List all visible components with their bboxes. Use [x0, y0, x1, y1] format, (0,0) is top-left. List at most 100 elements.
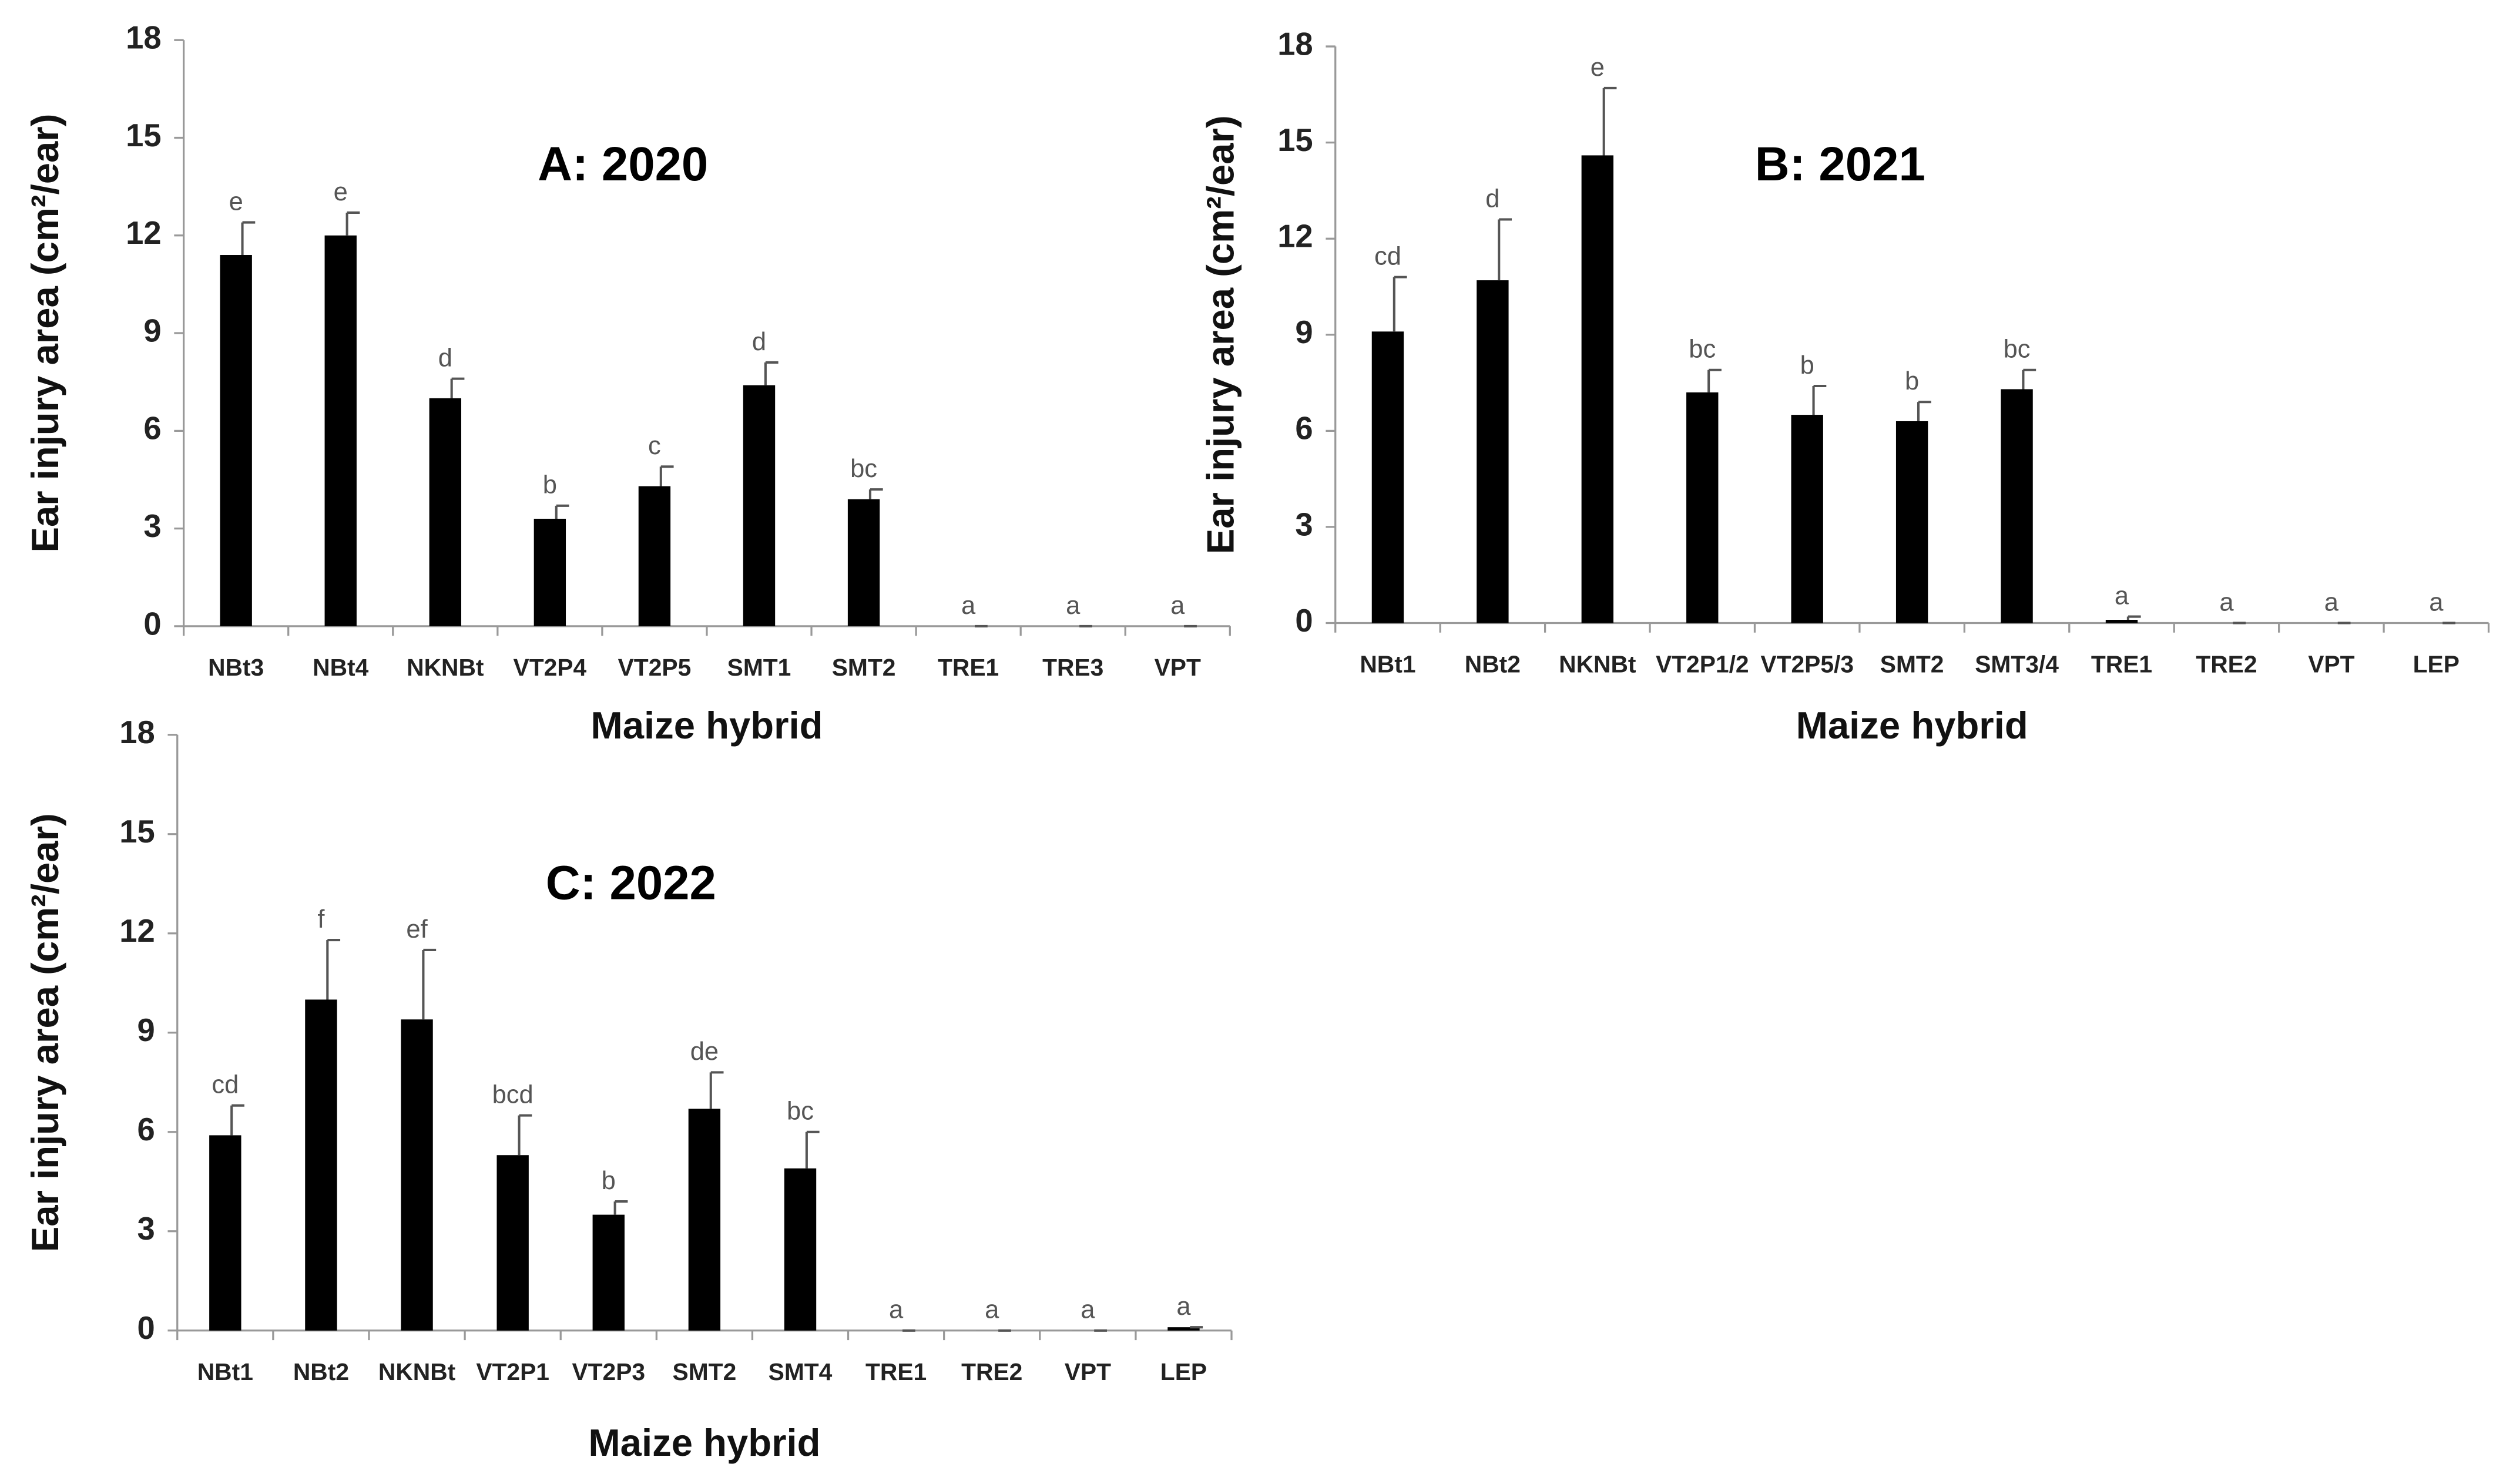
error-bar	[1602, 86, 1617, 156]
y-tick-label: 9	[1295, 314, 1313, 350]
x-tick-label: LEP	[1160, 1358, 1207, 1385]
y-axis-label: Ear injury area (cm²/ear)	[24, 114, 66, 553]
bar	[2001, 389, 2033, 623]
significance-letter: b	[602, 1167, 616, 1195]
error-bar	[1707, 368, 1722, 392]
x-tick-label: VPT	[1155, 654, 1201, 681]
x-tick-label: SMT1	[727, 654, 791, 681]
x-tick-label: VT2P3	[572, 1358, 645, 1385]
bar	[1895, 421, 1928, 623]
error-bar	[764, 361, 779, 385]
bar	[429, 398, 461, 626]
x-tick-label: VT2P5/3	[1760, 651, 1854, 678]
bar	[688, 1109, 721, 1331]
x-axis-label: Maize hybrid	[1796, 704, 2028, 747]
significance-letter: b	[543, 471, 557, 499]
x-tick-label: LEP	[2413, 651, 2460, 678]
significance-letter: a	[1081, 1296, 1095, 1324]
y-tick-label: 6	[137, 1112, 155, 1147]
significance-letter: a	[2429, 588, 2444, 616]
y-tick-label: 0	[137, 1310, 155, 1346]
significance-letter: d	[438, 344, 452, 372]
significance-letter: a	[2219, 588, 2234, 616]
y-axis-label: Ear injury area (cm²/ear)	[1199, 115, 1242, 554]
chart-title: C: 2022	[546, 857, 716, 910]
bar	[220, 255, 252, 626]
significance-letter: a	[889, 1296, 904, 1324]
significance-letter: bc	[1689, 335, 1716, 364]
error-bar	[709, 1071, 724, 1109]
bar	[1477, 280, 1509, 623]
y-tick-label: 18	[1277, 26, 1313, 62]
bar	[534, 518, 566, 626]
significance-letter: e	[229, 187, 243, 216]
error-bar	[422, 948, 437, 1020]
x-tick-label: VPT	[2308, 651, 2354, 678]
x-axis-label: Maize hybrid	[590, 704, 823, 747]
chart-title: B: 2021	[1755, 137, 1925, 191]
bar	[1686, 392, 1719, 623]
y-tick-label: 12	[119, 913, 155, 949]
bar	[496, 1155, 529, 1331]
error-bar	[230, 1104, 244, 1136]
x-tick-label: SMT2	[1880, 651, 1944, 678]
y-tick-label: 9	[137, 1012, 155, 1048]
significance-letter: bcd	[492, 1080, 534, 1109]
error-bar	[1498, 218, 1512, 281]
bar	[324, 235, 357, 626]
bar	[1581, 155, 1614, 623]
x-tick-label: SMT2	[673, 1358, 737, 1385]
x-tick-label: NBt2	[293, 1358, 349, 1385]
y-tick-label: 18	[126, 20, 161, 56]
chart-panel: 0 3 6 9 12 15 18 NBt1 cd NBt2 d NKNBt e VT2P1/2 bc VT2P…	[1199, 26, 2490, 747]
error-bar	[326, 939, 341, 1000]
y-tick-label: 12	[126, 215, 161, 251]
y-tick-label: 15	[126, 117, 161, 153]
error-bar	[555, 504, 569, 519]
significance-letter: bc	[2004, 335, 2031, 364]
x-tick-label: NKNBt	[378, 1358, 456, 1385]
error-bar	[805, 1130, 820, 1169]
significance-letter: b	[1800, 351, 1814, 380]
significance-letter: a	[1066, 592, 1081, 620]
significance-letter: f	[317, 905, 325, 934]
x-tick-label: VT2P4	[514, 654, 587, 681]
error-bar	[1393, 276, 1407, 332]
bar	[401, 1019, 433, 1331]
significance-letter: bc	[787, 1097, 814, 1126]
error-bar	[450, 377, 465, 398]
bar	[1791, 415, 1823, 623]
x-tick-label: NKNBt	[407, 654, 484, 681]
bar	[784, 1168, 817, 1331]
error-bar	[2126, 615, 2141, 620]
x-tick-label: SMT2	[832, 654, 896, 681]
x-tick-label: TRE2	[2196, 651, 2257, 678]
bar	[638, 486, 671, 626]
x-tick-label: NBt3	[208, 654, 264, 681]
bar	[305, 999, 337, 1331]
x-tick-label: NBt2	[1465, 651, 1521, 678]
y-tick-label: 15	[119, 814, 155, 850]
error-bar	[518, 1114, 532, 1156]
bar	[847, 499, 880, 626]
error-bar	[868, 488, 883, 499]
bar	[743, 385, 776, 626]
bar	[209, 1135, 241, 1331]
y-tick-label: 6	[143, 411, 161, 446]
error-bar	[613, 1200, 628, 1215]
significance-letter: cd	[212, 1071, 239, 1099]
significance-letter: c	[648, 432, 661, 460]
y-tick-label: 3	[1295, 506, 1313, 542]
y-tick-label: 9	[143, 313, 161, 348]
significance-letter: a	[2115, 582, 2129, 610]
bar	[592, 1214, 625, 1331]
x-tick-label: SMT3/4	[1975, 651, 2059, 678]
significance-letter: d	[752, 328, 766, 356]
y-tick-label: 0	[143, 606, 161, 642]
significance-letter: a	[1170, 592, 1185, 620]
significance-letter: a	[2324, 588, 2339, 616]
x-tick-label: TRE1	[865, 1358, 927, 1385]
y-tick-label: 3	[143, 508, 161, 544]
x-tick-label: VT2P1	[476, 1358, 549, 1385]
